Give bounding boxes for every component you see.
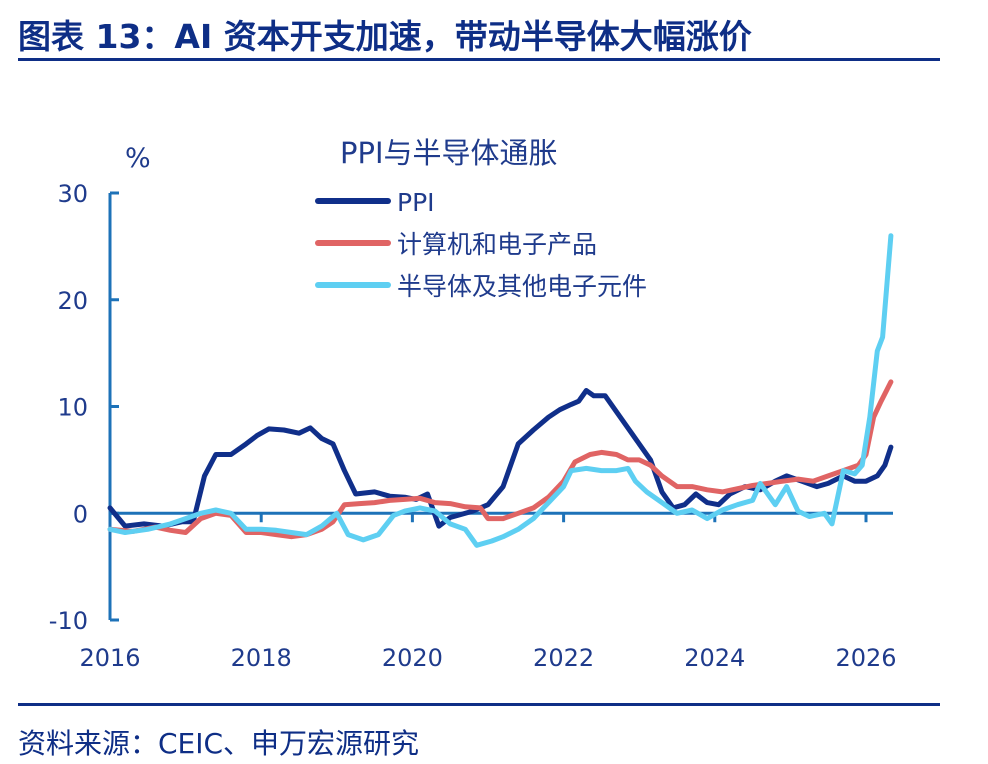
chart-axes: -10 0 10 20 30 2016 2018 2020 2022 2024 2026 bbox=[49, 180, 897, 672]
y-tick-label: 30 bbox=[57, 180, 88, 208]
y-tick-label: 20 bbox=[57, 287, 88, 315]
y-tick-label: -10 bbox=[49, 607, 88, 635]
chart-title: PPI与半导体通胀 bbox=[340, 136, 558, 170]
x-tick-label: 2026 bbox=[835, 644, 896, 672]
x-tick-label: 2018 bbox=[231, 644, 292, 672]
legend-label: PPI bbox=[397, 188, 435, 217]
y-tick-label: 0 bbox=[73, 500, 88, 528]
footer-divider bbox=[18, 703, 940, 706]
x-tick-label: 2020 bbox=[382, 644, 443, 672]
x-tick-label: 2022 bbox=[533, 644, 594, 672]
x-tick-label: 2016 bbox=[79, 644, 140, 672]
title-divider bbox=[18, 58, 940, 61]
figure-title: 图表 13：AI 资本开支加速，带动半导体大幅涨价 bbox=[18, 17, 752, 56]
source-note: 资料来源：CEIC、申万宏源研究 bbox=[18, 727, 420, 760]
y-tick-label: 10 bbox=[57, 394, 88, 422]
legend-label: 计算机和电子产品 bbox=[397, 230, 597, 259]
x-tick-label: 2024 bbox=[684, 644, 745, 672]
series-layer bbox=[107, 233, 894, 548]
line-chart: PPI与半导体通胀 % -10 0 10 20 30 2016 2018 2020 2022 20… bbox=[49, 136, 897, 672]
y-axis-unit: % bbox=[125, 143, 151, 174]
series-line-computer-electronics bbox=[107, 379, 894, 540]
series-line-semiconductors bbox=[107, 233, 894, 548]
legend-label: 半导体及其他电子元件 bbox=[397, 272, 647, 301]
